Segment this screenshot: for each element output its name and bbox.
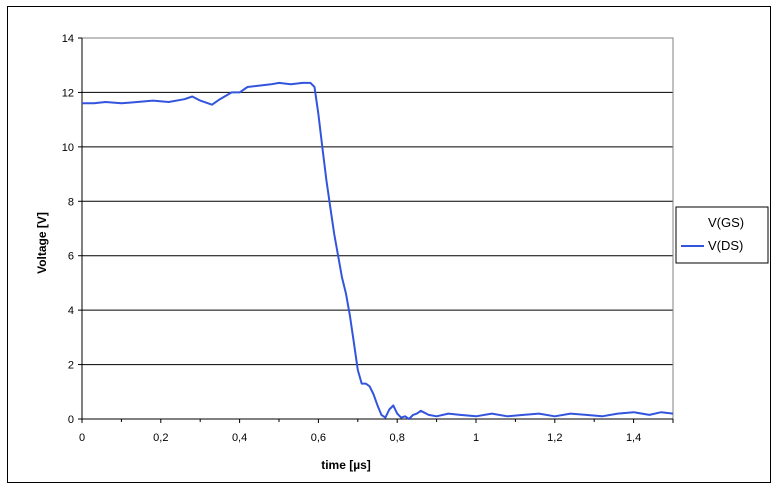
plot-series: [82, 81, 674, 420]
x-tick-label-7: 1,4: [626, 432, 641, 444]
x-tick-label-1: 0,2: [153, 432, 168, 444]
x-tick-label-3: 0,6: [311, 432, 326, 444]
x-tick-label-4: 0,8: [390, 432, 405, 444]
y-tick-label-1: 2: [68, 360, 74, 372]
y-tick-label-3: 6: [68, 251, 74, 263]
voltage-chart: 0 0,2 0,4 0,6 0,8 1 1,2 1,4 0 2 4 6 8 10 12 14 time [µ…: [35, 33, 769, 472]
y-tick-label-0: 0: [68, 414, 74, 426]
series-line-v-ds-: [82, 81, 674, 420]
gridlines: [82, 37, 673, 366]
x-tick-label-5: 1: [473, 432, 479, 444]
y-tick-label-4: 8: [68, 196, 74, 208]
axes: [78, 37, 674, 423]
legend: V(GS) V(DS): [675, 206, 769, 264]
legend-box: [675, 206, 769, 264]
x-tick-label-6: 1,2: [547, 432, 562, 444]
x-tick-label-0: 0: [79, 432, 85, 444]
y-tick-label-6: 12: [62, 87, 74, 99]
plot-area: [81, 37, 674, 420]
x-tick-labels: 0 0,2 0,4 0,6 0,8 1 1,2 1,4: [79, 432, 641, 444]
x-axis-title: time [µs]: [321, 458, 371, 472]
legend-label-vgs: V(GS): [708, 215, 744, 230]
chart-frame: 0 0,2 0,4 0,6 0,8 1 1,2 1,4 0 2 4 6 8 10 12 14 time [µ…: [7, 6, 771, 483]
y-tick-labels: 0 2 4 6 8 10 12 14: [62, 33, 74, 426]
y-tick-label-7: 14: [62, 33, 74, 45]
y-axis-title: Voltage [V]: [35, 212, 49, 274]
x-tick-label-2: 0,4: [232, 432, 247, 444]
legend-label-vds: V(DS): [708, 238, 743, 253]
y-tick-label-5: 10: [62, 142, 74, 154]
y-tick-label-2: 4: [68, 305, 74, 317]
